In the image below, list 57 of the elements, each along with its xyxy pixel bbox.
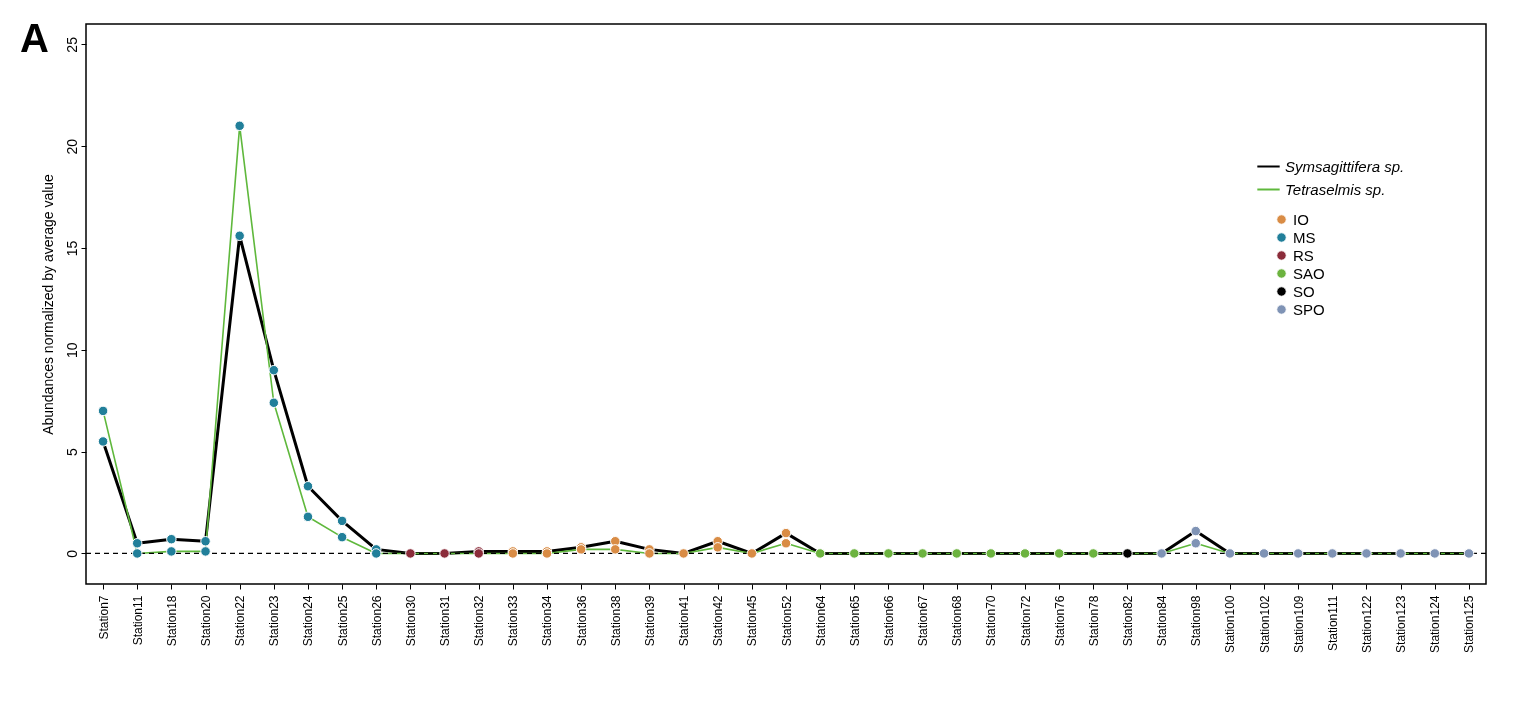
x-tick-label: Station78: [1086, 595, 1101, 647]
x-tick-label: Station72: [1018, 595, 1033, 647]
x-tick-label: Station124: [1428, 595, 1443, 653]
legend-label: Tetraselmis sp.: [1285, 180, 1386, 198]
y-tick-label: 5: [63, 448, 80, 457]
legend-label: SO: [1293, 282, 1315, 300]
x-tick-label: Station122: [1359, 595, 1374, 653]
legend-label: RS: [1293, 246, 1314, 264]
x-tick-label: Station30: [403, 595, 418, 647]
text: A: [20, 16, 49, 60]
y-tick-label: 0: [63, 549, 80, 558]
x-tick-label: Station20: [199, 595, 214, 647]
x-tick-label: Station125: [1462, 595, 1477, 653]
y-axis-title: Abundances normalized by average value: [39, 173, 56, 435]
legend-label: SPO: [1293, 300, 1325, 318]
y-tick-label: 25: [63, 36, 80, 53]
x-tick-label: Station64: [813, 595, 828, 647]
x-tick-label: Station41: [677, 595, 692, 647]
x-tick-label: Station11: [130, 595, 145, 646]
x-tick-label: Station42: [711, 595, 726, 647]
x-tick-label: Station33: [506, 595, 521, 647]
x-tick-label: Station32: [472, 595, 487, 647]
x-tick-label: Station18: [164, 595, 179, 647]
x-tick-label: Station65: [847, 595, 862, 647]
x-tick-label: Station102: [1257, 595, 1272, 653]
x-tick-label: Station25: [335, 595, 350, 647]
x-tick-label: Station38: [608, 595, 623, 647]
x-tick-label: Station123: [1394, 595, 1409, 653]
x-tick-label: Station24: [301, 595, 316, 647]
x-tick-label: Station39: [642, 595, 657, 647]
legend-label: MS: [1293, 228, 1316, 246]
x-tick-label: Station36: [574, 595, 589, 647]
x-tick-label: Station84: [1155, 595, 1170, 647]
x-tick-label: Station82: [1120, 595, 1135, 647]
x-tick-label: Station52: [779, 595, 794, 647]
x-tick-label: Station70: [984, 595, 999, 647]
x-tick-label: Station23: [267, 595, 282, 647]
x-tick-label: Station76: [1052, 595, 1067, 647]
x-tick-label: Station7: [96, 595, 111, 640]
x-tick-label: Station34: [540, 595, 555, 647]
x-tick-label: Station111: [1325, 595, 1340, 652]
x-tick-label: Station67: [916, 595, 931, 647]
y-tick-label: 15: [63, 240, 80, 257]
legend-label: Symsagittifera sp.: [1285, 157, 1405, 175]
x-tick-label: Station22: [233, 595, 248, 647]
x-tick-label: Station68: [950, 595, 965, 647]
x-tick-label: Station100: [1223, 595, 1238, 653]
x-tick-label: Station31: [438, 595, 453, 647]
x-tick-label: Station98: [1189, 595, 1204, 647]
y-tick-label: 10: [63, 342, 80, 359]
x-tick-label: Station109: [1291, 595, 1306, 653]
legend-label: IO: [1293, 210, 1309, 228]
y-tick-label: 20: [63, 138, 80, 155]
x-tick-label: Station26: [369, 595, 384, 647]
legend-label: SAO: [1293, 264, 1325, 282]
x-tick-label: Station45: [745, 595, 760, 647]
x-tick-label: Station66: [881, 595, 896, 647]
